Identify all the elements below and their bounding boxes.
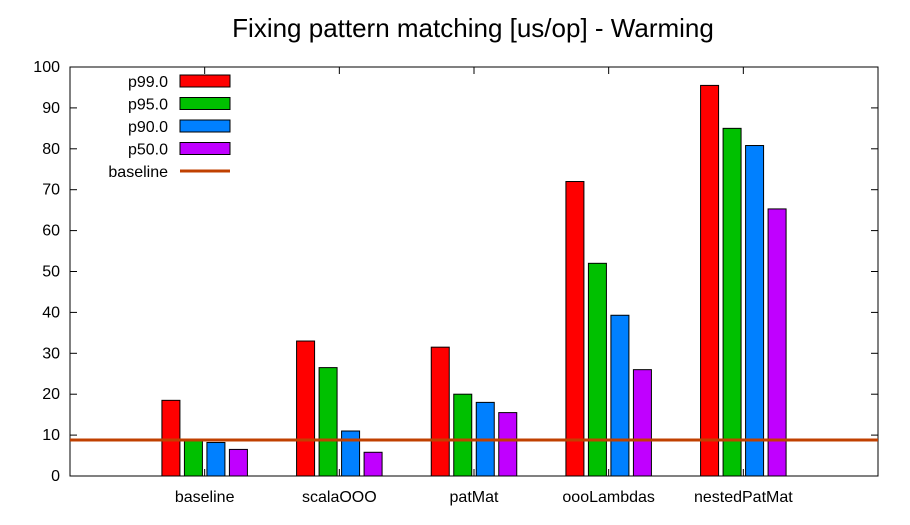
legend-label: p99.0 — [128, 74, 168, 91]
y-tick-label: 0 — [51, 468, 60, 485]
y-axis: 0 10 20 30 40 50 60 70 80 90 100 — [33, 59, 878, 485]
bars-group — [161, 84, 787, 477]
bar-p90.0-nestedPatMat — [745, 145, 765, 477]
bar-p95.0-baseline — [183, 438, 203, 477]
bar-p95.0-nestedPatMat — [722, 127, 742, 477]
legend-label: p90.0 — [128, 119, 168, 136]
bar-p90.0-scalaOOO — [341, 430, 361, 477]
bar-p95.0-oooLambdas — [587, 262, 607, 477]
bar-p99.0-baseline — [161, 399, 181, 477]
bar-p99.0-nestedPatMat — [700, 84, 720, 477]
bar-p99.0-scalaOOO — [296, 340, 316, 477]
legend-swatch — [179, 119, 231, 133]
y-tick-label: 90 — [42, 100, 60, 117]
legend-swatch — [179, 74, 231, 88]
bar-p50.0-nestedPatMat — [767, 208, 787, 477]
y-tick-label: 50 — [42, 264, 60, 281]
y-tick-label: 60 — [42, 223, 60, 240]
x-tick-label: nestedPatMat — [694, 489, 793, 506]
x-tick-label: baseline — [175, 489, 235, 506]
bar-p95.0-scalaOOO — [318, 367, 338, 477]
bar-p50.0-oooLambdas — [632, 369, 652, 477]
y-tick-label: 10 — [42, 427, 60, 444]
bar-p50.0-patMat — [498, 412, 518, 477]
x-tick-label: oooLambdas — [562, 489, 655, 506]
legend-label: p50.0 — [128, 142, 168, 159]
bar-p95.0-patMat — [453, 393, 473, 477]
legend-label: baseline — [108, 164, 168, 181]
legend-swatch — [179, 97, 231, 110]
y-tick-label: 100 — [33, 59, 60, 76]
bar-p99.0-oooLambdas — [565, 181, 585, 477]
x-tick-label: patMat — [450, 489, 499, 506]
y-tick-label: 80 — [42, 141, 60, 158]
x-tick-label: scalaOOO — [302, 489, 377, 506]
y-tick-label: 70 — [42, 182, 60, 199]
legend: p99.0 p95.0 p90.0 p50.0 baseline — [108, 74, 231, 181]
bar-p50.0-baseline — [228, 448, 248, 477]
bar-p90.0-oooLambdas — [610, 314, 630, 477]
y-tick-label: 40 — [42, 304, 60, 321]
bar-p50.0-scalaOOO — [363, 451, 383, 477]
bar-p99.0-patMat — [430, 346, 450, 477]
x-axis: baseline scalaOOO patMat oooLambdas nestedPa… — [175, 67, 793, 506]
y-tick-label: 30 — [42, 345, 60, 362]
legend-label: p95.0 — [128, 97, 168, 114]
chart-title: Fixing pattern matching [us/op] - Warmin… — [232, 13, 714, 43]
bar-p90.0-baseline — [206, 441, 226, 477]
y-tick-label: 20 — [42, 386, 60, 403]
legend-swatch — [179, 142, 231, 155]
